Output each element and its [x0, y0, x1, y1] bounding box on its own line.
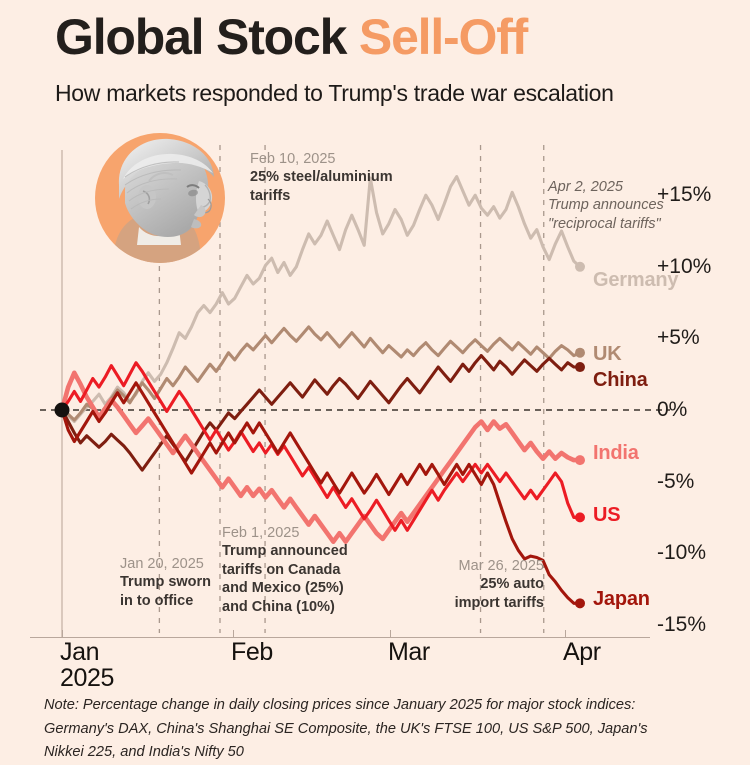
y-axis-tick-plus5: +5% [657, 326, 700, 350]
annotation-mar-26: Mar 26, 2025 25% auto import tariffs [352, 557, 544, 612]
series-label-india: India [593, 442, 639, 464]
chart-svg [40, 145, 670, 637]
series-label-uk: UK [593, 343, 622, 365]
series-label-japan: Japan [593, 588, 650, 610]
series-line-japan [60, 381, 582, 605]
chart-area [0, 120, 750, 640]
x-axis-tick-mar [390, 630, 391, 638]
annotation-feb-10-date: Feb 10, 2025 [250, 151, 336, 167]
series-line-us [60, 361, 582, 532]
annotation-apr-2: Apr 2, 2025 Trump announces "reciprocal t… [548, 178, 664, 233]
page-title: Global Stock Sell-Off [55, 8, 528, 66]
series-line-china [60, 354, 582, 472]
x-axis-label-apr: Apr [563, 638, 601, 666]
x-axis-label-feb: Feb [231, 638, 273, 666]
series-endpoint-uk [575, 347, 585, 358]
y-axis-tick-minus5: -5% [657, 469, 695, 493]
y-axis-tick-0: 0% [657, 398, 688, 421]
annotation-feb-1-date: Feb 1, 2025 [222, 525, 300, 541]
series-endpoint-japan [575, 598, 585, 609]
series-endpoint-china [575, 362, 585, 373]
x-axis-line [30, 637, 650, 638]
chart-footnote: Note: Percentage change in daily closing… [44, 697, 648, 761]
y-axis-tick-plus10: +10% [657, 254, 712, 278]
annotation-feb-10: Feb 10, 2025 25% steel/aluminium tariffs [250, 150, 393, 205]
page-subtitle: How markets responded to Trump's trade w… [55, 80, 614, 106]
series-line-india [59, 370, 583, 545]
annotation-jan-20: Jan 20, 2025 Trump sworn in to office [120, 555, 211, 610]
series-endpoint-germany [575, 261, 585, 272]
x-axis-tick-apr [565, 630, 566, 638]
annotation-feb-1-text: Trump announced tariffs on Canada and Mexi… [222, 543, 348, 615]
chart-plot [0, 120, 750, 640]
series-line-uk [60, 325, 582, 422]
x-axis-label-mar: Mar [388, 638, 430, 666]
x-axis-tick-jan-2025 [62, 630, 63, 638]
annotation-mar-26-date: Mar 26, 2025 [458, 558, 544, 574]
series-label-germany: Germany [593, 269, 679, 291]
series-label-us: US [593, 504, 621, 526]
annotation-jan-20-text: Trump sworn in to office [120, 574, 212, 609]
y-axis-tick-plus15: +15% [657, 183, 712, 207]
annotation-jan-20-date: Jan 20, 2025 [120, 556, 204, 572]
trump-portrait-image [113, 138, 214, 263]
x-axis-tick-feb [233, 630, 234, 638]
x-axis-label-jan-2025: Jan 2025 [60, 638, 115, 692]
series-endpoint-india [575, 455, 585, 466]
annotation-feb-1: Feb 1, 2025 Trump announced tariffs on Ca… [222, 524, 348, 616]
page-title-main: Global Stock [55, 9, 359, 65]
series-endpoint-us [575, 512, 585, 523]
series-label-china: China [593, 369, 648, 391]
origin-dot [54, 402, 70, 418]
series-line-germany [60, 175, 582, 424]
annotation-feb-10-text: 25% steel/aluminium tariffs [250, 169, 393, 204]
y-axis-tick-minus15: -15% [657, 612, 707, 636]
annotation-mar-26-text: 25% auto import tariffs [454, 576, 544, 611]
trump-portrait [95, 133, 225, 263]
annotation-apr-2-date: Apr 2, 2025 [548, 179, 623, 195]
annotation-apr-2-text: Trump announces "reciprocal tariffs" [548, 197, 664, 232]
y-axis-tick-minus10: -10% [657, 541, 707, 565]
page-title-accent: Sell-Off [358, 9, 528, 65]
